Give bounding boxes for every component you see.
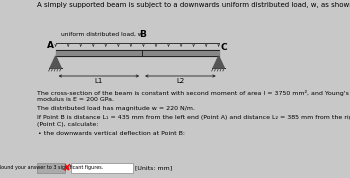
Text: The distributed load has magnitude w = 220 N/m.: The distributed load has magnitude w = 2…	[37, 106, 195, 111]
FancyBboxPatch shape	[37, 163, 65, 173]
Text: The cross-section of the beam is constant with second moment of area I = 3750 mm: The cross-section of the beam is constan…	[37, 90, 350, 96]
Text: Round your answer to 3 significant figures.: Round your answer to 3 significant figur…	[0, 166, 103, 171]
Text: modulus is E = 200 GPa.: modulus is E = 200 GPa.	[37, 97, 114, 102]
Text: L2: L2	[176, 78, 184, 84]
Text: uniform distributed load, w: uniform distributed load, w	[61, 32, 143, 37]
Text: A: A	[47, 41, 54, 49]
Text: A simply supported beam is subject to a downwards uniform distributed load, w, a: A simply supported beam is subject to a …	[37, 2, 350, 8]
Polygon shape	[50, 56, 61, 68]
Text: If Point B is distance L₁ = 435 mm from the left end (Point A) and distance L₂ =: If Point B is distance L₁ = 435 mm from …	[37, 115, 350, 120]
Text: • the downwards vertical deflection at Point B:: • the downwards vertical deflection at P…	[38, 131, 185, 136]
Text: ✘: ✘	[63, 163, 71, 173]
Text: L1: L1	[95, 78, 103, 84]
Text: (Point C), calculate:: (Point C), calculate:	[37, 122, 98, 127]
Polygon shape	[213, 56, 224, 68]
Text: [Units: mm]: [Units: mm]	[135, 166, 173, 171]
Text: B: B	[139, 30, 146, 39]
Text: C: C	[221, 43, 228, 51]
FancyBboxPatch shape	[71, 163, 133, 173]
